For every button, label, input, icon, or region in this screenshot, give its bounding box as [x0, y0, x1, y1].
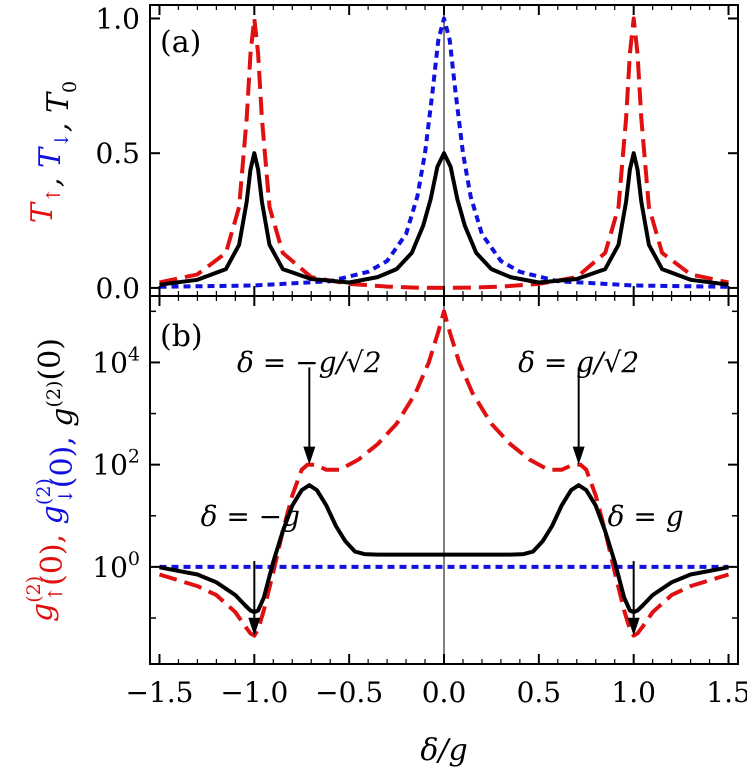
annotation-label: δ = −g — [201, 500, 301, 533]
y-axis-label: g(2)↑(0), g(2)↓(0), g(2)(0) — [23, 338, 80, 622]
annotation-label: δ = −g/√2 — [237, 346, 382, 379]
x-tick-label: 1.5 — [706, 676, 747, 709]
y-axis-label-text: g(2)↑(0), g(2)↓(0), g(2)(0) — [23, 338, 80, 622]
y-tick-label: 0.0 — [95, 272, 140, 305]
x-tick-label: 0.0 — [422, 676, 467, 709]
y-tick-label: 102 — [92, 446, 140, 482]
y-tick-label: 104 — [92, 343, 140, 379]
y-tick-label: 0.5 — [95, 137, 140, 170]
annotation-arrowhead — [303, 446, 316, 465]
x-tick-label: 1.0 — [611, 676, 656, 709]
y-tick-label: 1.0 — [95, 2, 140, 35]
y-axis-label: T↑, T↓, T0 — [25, 81, 81, 223]
series-line — [159, 151, 729, 287]
y-tick-label: 100 — [92, 548, 140, 584]
series-line — [159, 483, 729, 615]
annotations: δ = −g/√2 δ = g/√2 δ = −g δ = g — [201, 346, 684, 636]
x-tick-label: −0.5 — [315, 676, 383, 709]
series-line — [159, 16, 729, 289]
x-axis-label: δ/g — [420, 733, 467, 768]
panel-label: (b) — [160, 319, 203, 354]
x-tick-label: −1.0 — [220, 676, 288, 709]
y-axis-label-text: T↑, T↓, T0 — [25, 81, 81, 223]
panel-label: (a) — [160, 25, 201, 60]
annotation-label: δ = g — [608, 500, 684, 533]
annotation-arrowhead — [572, 446, 585, 465]
annotation-arrowhead — [248, 617, 261, 636]
y-axis: 100 102 104 — [92, 310, 738, 619]
x-tick-label: −1.5 — [125, 676, 193, 709]
x-tick-label: 0.5 — [517, 676, 562, 709]
annotation-arrowhead — [627, 617, 640, 636]
annotation-label: δ = g/√2 — [518, 346, 639, 379]
panel-a: 0.0 0.5 1.0 (a) T↑, T↓, T0 — [25, 2, 739, 305]
series-line — [158, 309, 730, 638]
y-axis: 0.0 0.5 1.0 — [95, 2, 738, 305]
x-axis: −1.5 −1.0 −0.5 0.0 0.5 1.0 1.5 — [125, 5, 747, 709]
